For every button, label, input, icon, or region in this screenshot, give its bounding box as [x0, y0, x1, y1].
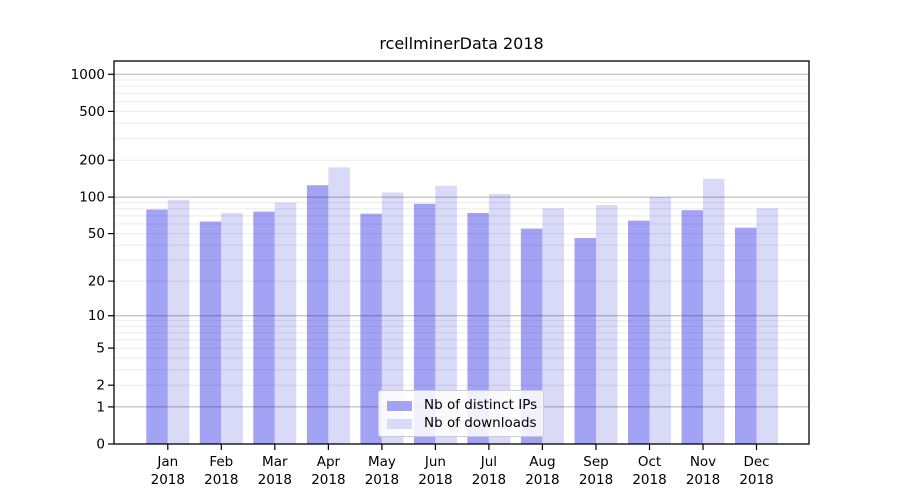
bar-downloads-jul — [488, 194, 511, 444]
y-tick-label: 5 — [96, 341, 105, 357]
x-tick-label-month: Jul — [480, 454, 497, 470]
x-tick-label-year: 2018 — [739, 472, 773, 488]
bar-downloads-sep — [596, 205, 618, 444]
x-tick-label-month: May — [368, 454, 396, 470]
legend: Nb of distinct IPs Nb of downloads — [378, 390, 544, 437]
bar-ips-jul — [467, 213, 489, 444]
x-tick-label-month: Mar — [262, 454, 288, 470]
bar-downloads-jan — [167, 199, 190, 444]
legend-swatch-distinct-ips — [387, 401, 412, 411]
x-tick-label-year: 2018 — [472, 472, 506, 488]
y-tick-label: 10 — [88, 308, 105, 324]
x-tick-label-year: 2018 — [686, 472, 720, 488]
x-tick-label-year: 2018 — [632, 472, 666, 488]
x-tick-label-year: 2018 — [151, 472, 185, 488]
bar-downloads-aug — [542, 208, 564, 444]
y-tick-label: 20 — [88, 274, 105, 290]
bar-downloads-jun — [435, 185, 457, 444]
y-tick-label: 1 — [96, 399, 105, 415]
legend-label-distinct-ips: Nb of distinct IPs — [424, 397, 538, 413]
chart-title: rcellminerData 2018 — [379, 34, 544, 53]
x-tick-label-month: Sep — [583, 454, 608, 470]
bar-ips-dec — [735, 227, 757, 444]
x-tick-label-month: Jun — [424, 454, 446, 470]
y-tick-label: 2 — [96, 378, 105, 394]
bar-ips-nov — [681, 210, 703, 444]
x-tick-label-year: 2018 — [579, 472, 613, 488]
bar-ips-feb — [199, 221, 222, 444]
y-tick-label: 1000 — [71, 67, 105, 83]
bar-ips-jun — [413, 203, 436, 444]
y-tick-label: 500 — [79, 104, 105, 120]
x-tick-label-month: Dec — [743, 454, 769, 470]
bar-ips-oct — [628, 220, 650, 444]
bar-ips-mar — [253, 211, 275, 444]
x-tick-label-year: 2018 — [365, 472, 399, 488]
bar-ips-apr — [306, 185, 329, 444]
bar-downloads-mar — [274, 202, 297, 444]
x-tick-label-month: Feb — [209, 454, 233, 470]
bar-downloads-oct — [649, 197, 671, 444]
y-tick-label: 50 — [88, 226, 105, 242]
bar-downloads-apr — [328, 167, 350, 444]
x-tick-label-month: Aug — [529, 454, 555, 470]
x-tick-label-year: 2018 — [204, 472, 238, 488]
bar-ips-may — [360, 213, 382, 444]
bar-ips-sep — [574, 238, 596, 444]
x-tick-label-year: 2018 — [418, 472, 452, 488]
legend-swatch-downloads — [387, 419, 412, 429]
x-tick-label-year: 2018 — [311, 472, 345, 488]
x-tick-label-year: 2018 — [258, 472, 292, 488]
bar-ips-jan — [146, 209, 168, 444]
y-tick-label: 0 — [96, 437, 105, 453]
y-tick-label: 100 — [79, 190, 105, 206]
x-tick-label-month: Jan — [156, 454, 178, 470]
x-tick-label-year: 2018 — [525, 472, 559, 488]
bar-downloads-nov — [703, 178, 725, 445]
x-tick-label-month: Nov — [690, 454, 716, 470]
bar-downloads-feb — [221, 213, 243, 444]
plot-border — [113, 60, 810, 445]
y-tick-label: 200 — [79, 153, 105, 169]
x-tick-label-month: Apr — [317, 454, 341, 470]
legend-label-downloads: Nb of downloads — [424, 415, 537, 431]
bar-downloads-may — [381, 192, 404, 444]
bar-downloads-dec — [756, 208, 778, 444]
x-tick-label-month: Oct — [638, 454, 661, 470]
